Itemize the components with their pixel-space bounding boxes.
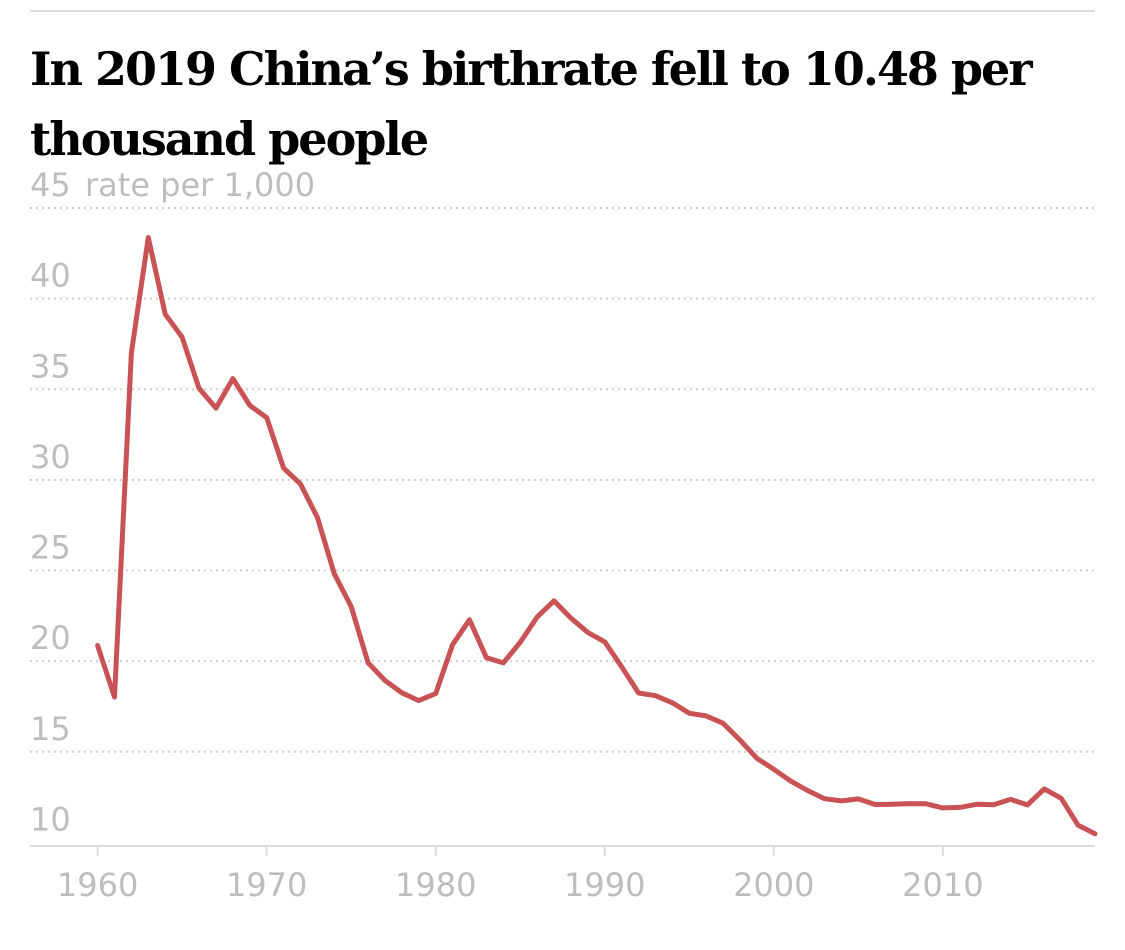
x-tick-label-1980: 1980 [395, 866, 476, 904]
x-tick-label-1990: 1990 [564, 866, 645, 904]
x-tick-label-1960: 1960 [57, 866, 138, 904]
y-tick-labels: 10 15 20 25 30 35 40 45 rate per 1,000 [30, 166, 315, 838]
y-tick-label-45: 45 [30, 166, 71, 204]
x-tick-labels: 1960 1970 1980 1990 2000 2010 [57, 846, 984, 904]
chart-title: In 2019 China’s birthrate fell to 10.48 … [30, 42, 1033, 166]
y-tick-label-40: 40 [30, 257, 71, 295]
y-axis-label: rate per 1,000 [85, 166, 315, 204]
top-rule [30, 10, 1095, 12]
y-tick-label-10: 10 [30, 800, 71, 838]
y-tick-label-30: 30 [30, 438, 71, 476]
y-tick-label-25: 25 [30, 529, 71, 567]
gridlines [30, 207, 1095, 753]
x-tick-label-2000: 2000 [733, 866, 814, 904]
y-tick-label-15: 15 [30, 710, 71, 748]
x-tick-label-2010: 2010 [902, 866, 983, 904]
y-tick-label-35: 35 [30, 347, 71, 385]
y-tick-label-20: 20 [30, 619, 71, 657]
x-tick-label-1970: 1970 [226, 866, 307, 904]
series-line-birth-rate [95, 235, 1098, 837]
